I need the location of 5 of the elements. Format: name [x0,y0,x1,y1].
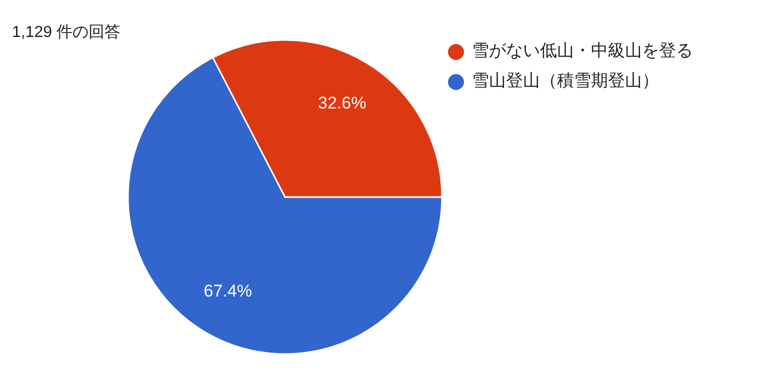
legend-label: 雪がない低山・中級山を登る [472,41,693,60]
data-label: 67.4% [204,281,252,300]
data-label: 32.6% [318,94,366,113]
legend-label: 雪山登山（積雪期登山） [472,71,659,90]
chart-title: 1,129 件の回答 [12,23,120,43]
